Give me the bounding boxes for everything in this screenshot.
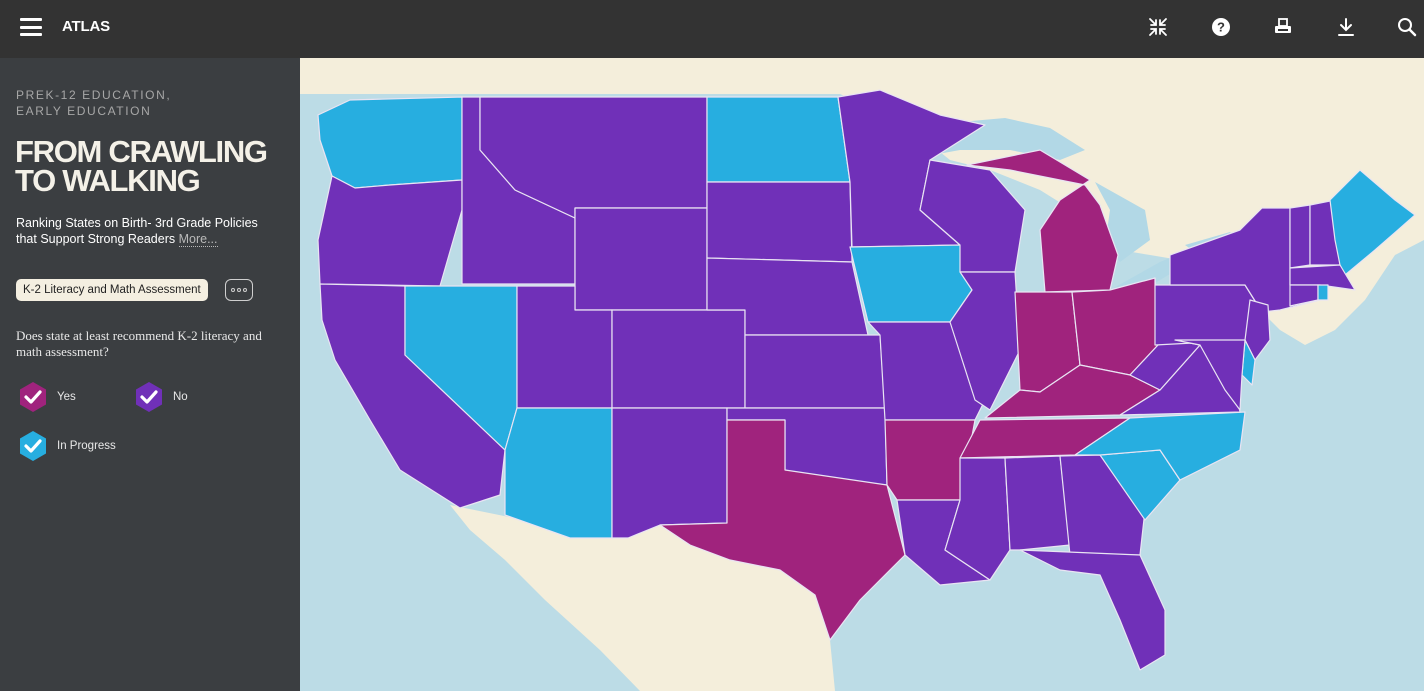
title-line: FROM CRAWLING <box>15 134 268 169</box>
state-me[interactable] <box>1329 169 1416 276</box>
search-icon[interactable] <box>1396 16 1418 38</box>
state-wa[interactable] <box>317 96 463 189</box>
more-options-button[interactable] <box>225 279 253 301</box>
print-icon[interactable] <box>1272 16 1294 38</box>
indicator-selector[interactable]: K-2 Literacy and Math Assessment <box>16 279 208 301</box>
state-fl[interactable] <box>1019 549 1166 671</box>
state-vt[interactable] <box>1289 204 1311 269</box>
indicator-question: Does state at least recommend K-2 litera… <box>16 328 262 359</box>
state-il[interactable] <box>949 271 1021 411</box>
download-icon[interactable] <box>1335 16 1357 38</box>
page-title: FROM CRAWLING TO WALKING <box>15 134 295 198</box>
category-kicker[interactable]: PREK-12 EDUCATION, EARLY EDUCATION <box>16 87 286 119</box>
subtitle-line: that Support Strong Readers <box>16 232 176 246</box>
brand-logo[interactable]: ATLAS <box>62 18 110 35</box>
state-sd[interactable] <box>706 181 853 263</box>
state-tx[interactable] <box>659 419 906 641</box>
kicker-line: PREK-12 EDUCATION, <box>16 88 172 102</box>
state-ks[interactable] <box>744 334 886 409</box>
kicker-line: EARLY EDUCATION <box>16 104 152 118</box>
checkbox-checked-icon <box>20 382 46 412</box>
us-state-map[interactable] <box>300 58 1424 691</box>
state-ma[interactable] <box>1289 264 1356 291</box>
state-ia[interactable] <box>849 244 973 323</box>
state-nd[interactable] <box>706 96 851 183</box>
state-co[interactable] <box>611 309 746 409</box>
state-wy[interactable] <box>574 207 708 311</box>
legend-label: No <box>173 391 188 403</box>
more-link[interactable]: More... <box>178 232 218 247</box>
legend-item-yes[interactable]: Yes <box>16 380 76 414</box>
canada-land <box>300 58 1424 345</box>
legend-item-in-progress[interactable]: In Progress <box>16 429 116 463</box>
svg-text:?: ? <box>1217 20 1225 35</box>
help-icon[interactable]: ? <box>1210 16 1232 38</box>
sidebar-panel: PREK-12 EDUCATION, EARLY EDUCATION FROM … <box>0 58 300 691</box>
collapse-icon[interactable] <box>1147 16 1169 38</box>
menu-icon[interactable] <box>20 18 42 36</box>
state-nm[interactable] <box>611 407 728 539</box>
legend-label: In Progress <box>57 440 116 452</box>
state-nc[interactable] <box>1074 411 1246 481</box>
state-nj[interactable] <box>1244 299 1271 361</box>
state-al[interactable] <box>1004 455 1071 551</box>
state-md[interactable] <box>1174 339 1246 411</box>
page-subtitle: Ranking States on Birth- 3rd Grade Polic… <box>16 215 286 247</box>
legend-label: Yes <box>57 391 76 403</box>
mexico-land <box>450 505 835 691</box>
checkbox-checked-icon <box>20 431 46 461</box>
top-bar: ATLAS ? <box>0 0 1424 58</box>
map-canvas[interactable] <box>300 58 1424 691</box>
legend-item-no[interactable]: No <box>132 380 188 414</box>
state-mi[interactable] <box>966 149 1119 293</box>
state-or[interactable] <box>317 175 463 287</box>
state-ri[interactable] <box>1317 284 1329 301</box>
state-az[interactable] <box>504 407 613 539</box>
title-line: TO WALKING <box>15 163 201 198</box>
subtitle-line: Ranking States on Birth- 3rd Grade Polic… <box>16 216 258 230</box>
checkbox-checked-icon <box>136 382 162 412</box>
